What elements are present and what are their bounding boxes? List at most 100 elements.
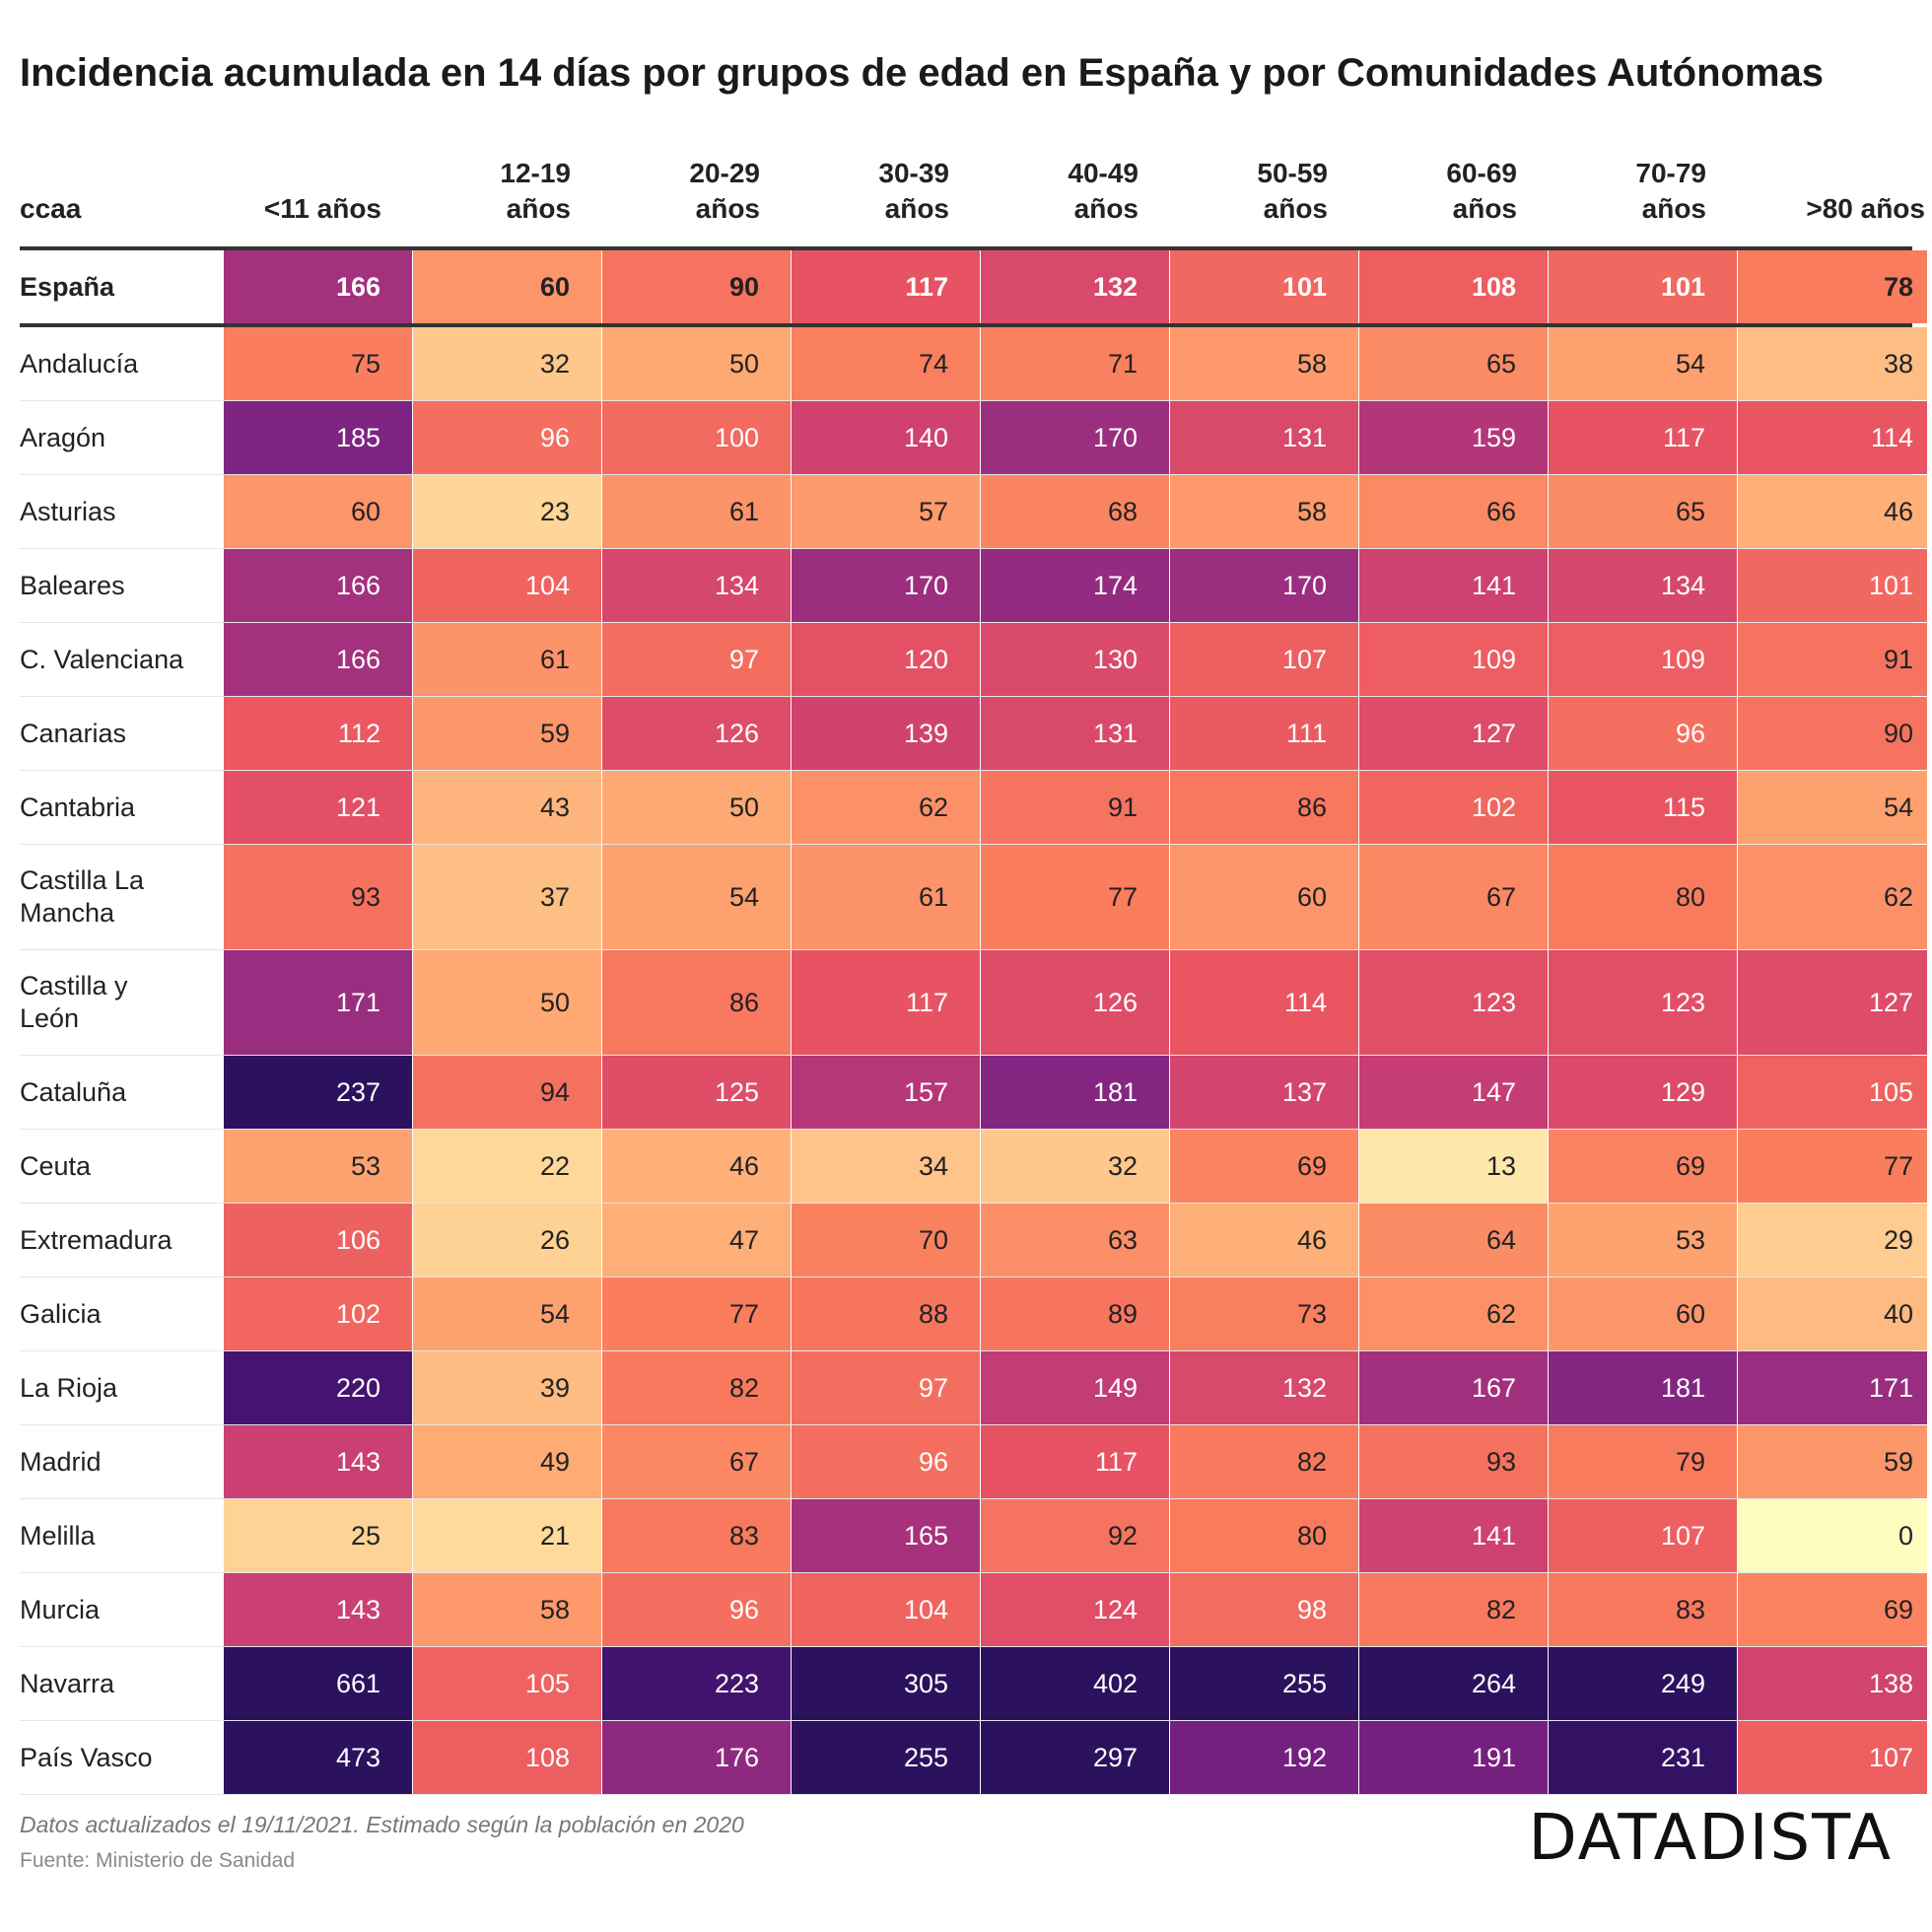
- heatmap-cell: 111: [1170, 697, 1358, 770]
- heatmap-cell: 46: [1738, 475, 1927, 548]
- heatmap-cell: 192: [1170, 1721, 1358, 1794]
- heatmap-cell: 185: [224, 401, 412, 474]
- heatmap-cell: 139: [792, 697, 980, 770]
- row-label: Aragón: [20, 422, 106, 452]
- heatmap-cell: 61: [792, 845, 980, 949]
- heatmap-cell: 101: [1549, 250, 1737, 323]
- heatmap-cell: 69: [1549, 1130, 1737, 1203]
- heatmap-cell: 107: [1549, 1499, 1737, 1572]
- heatmap-cell: 96: [602, 1573, 791, 1646]
- table-row: C. Valenciana 166 61 97 120 130 107 109 109 91: [20, 623, 1927, 697]
- row-label: Andalucía: [20, 348, 139, 379]
- heatmap-cell: 23: [413, 475, 601, 548]
- heatmap-cell: 191: [1359, 1721, 1548, 1794]
- row-label: C. Valenciana: [20, 644, 184, 674]
- heatmap-cell: 137: [1170, 1056, 1358, 1129]
- heatmap-cell: 117: [1549, 401, 1737, 474]
- heatmap-cell: 58: [1170, 475, 1358, 548]
- heatmap-cell: 176: [602, 1721, 791, 1794]
- table-row: Baleares 166 104 134 170 174 170 141 134 101: [20, 549, 1927, 623]
- heatmap-cell: 129: [1549, 1056, 1737, 1129]
- heatmap-cell: 402: [981, 1647, 1169, 1720]
- heatmap-cell: 114: [1738, 401, 1927, 474]
- heatmap-cell: 138: [1738, 1647, 1927, 1720]
- heatmap-cell: 61: [602, 475, 791, 548]
- column-header: 12-19 años: [500, 158, 571, 224]
- heatmap-cell: 60: [1549, 1277, 1737, 1350]
- heatmap-cell: 82: [602, 1351, 791, 1424]
- row-label: La Rioja: [20, 1372, 118, 1403]
- heatmap-cell: 54: [1738, 771, 1927, 844]
- table-row: Canarias 112 59 126 139 131 111 127 96 90: [20, 697, 1927, 771]
- heatmap-cell: 93: [224, 845, 412, 949]
- heatmap-cell: 123: [1549, 950, 1737, 1055]
- heatmap-cell: 237: [224, 1056, 412, 1129]
- row-label: País Vasco: [20, 1742, 153, 1772]
- heatmap-table: ccaa <11 años 12-19 años 20-29 años 30-39 años…: [20, 148, 1927, 1795]
- heatmap-cell: 92: [981, 1499, 1169, 1572]
- heatmap-cell: 46: [602, 1130, 791, 1203]
- heatmap-cell: 58: [413, 1573, 601, 1646]
- heatmap-cell: 132: [1170, 1351, 1358, 1424]
- heatmap-cell: 166: [224, 623, 412, 696]
- heatmap-cell: 94: [413, 1056, 601, 1129]
- heatmap-cell: 38: [1738, 327, 1927, 400]
- table-row: Castilla y León 171 50 86 117 126 114 123 123 127: [20, 950, 1927, 1056]
- heatmap-cell: 97: [792, 1351, 980, 1424]
- heatmap-cell: 34: [792, 1130, 980, 1203]
- heatmap-cell: 98: [1170, 1573, 1358, 1646]
- heatmap-cell: 67: [1359, 845, 1548, 949]
- heatmap-cell: 132: [981, 250, 1169, 323]
- heatmap-cell: 0: [1738, 1499, 1927, 1572]
- heatmap-cell: 104: [792, 1573, 980, 1646]
- heatmap-cell: 305: [792, 1647, 980, 1720]
- row-label: Canarias: [20, 718, 127, 748]
- chart-title: Incidencia acumulada en 14 días por grup…: [20, 51, 1825, 95]
- row-label: Castilla y León: [20, 971, 128, 1033]
- heatmap-cell: 90: [1738, 697, 1927, 770]
- heatmap-cell: 220: [224, 1351, 412, 1424]
- heatmap-cell: 13: [1359, 1130, 1548, 1203]
- heatmap-cell: 32: [413, 327, 601, 400]
- heatmap-cell: 59: [1738, 1425, 1927, 1498]
- row-label: Melilla: [20, 1520, 96, 1551]
- heatmap-cell: 170: [792, 549, 980, 622]
- column-header: >80 años: [1806, 193, 1925, 224]
- heatmap-cell: 181: [981, 1056, 1169, 1129]
- heatmap-cell: 170: [1170, 549, 1358, 622]
- heatmap-cell: 69: [1738, 1573, 1927, 1646]
- heatmap-cell: 74: [792, 327, 980, 400]
- heatmap-cell: 75: [224, 327, 412, 400]
- heatmap-cell: 22: [413, 1130, 601, 1203]
- table-row: Asturias 60 23 61 57 68 58 66 65 46: [20, 475, 1927, 549]
- heatmap-cell: 105: [1738, 1056, 1927, 1129]
- heatmap-cell: 73: [1170, 1277, 1358, 1350]
- heatmap-cell: 80: [1549, 845, 1737, 949]
- heatmap-cell: 661: [224, 1647, 412, 1720]
- heatmap-cell: 61: [413, 623, 601, 696]
- heatmap-cell: 131: [1170, 401, 1358, 474]
- heatmap-cell: 65: [1549, 475, 1737, 548]
- heatmap-cell: 147: [1359, 1056, 1548, 1129]
- heatmap-cell: 78: [1738, 250, 1927, 323]
- heatmap-cell: 29: [1738, 1204, 1927, 1276]
- row-label: Baleares: [20, 570, 125, 600]
- heatmap-cell: 77: [981, 845, 1169, 949]
- heatmap-cell: 47: [602, 1204, 791, 1276]
- row-label: España: [20, 271, 115, 302]
- heatmap-cell: 69: [1170, 1130, 1358, 1203]
- heatmap-cell: 71: [981, 327, 1169, 400]
- heatmap-cell: 159: [1359, 401, 1548, 474]
- heatmap-cell: 53: [1549, 1204, 1737, 1276]
- heatmap-cell: 171: [1738, 1351, 1927, 1424]
- table-row: Melilla 25 21 83 165 92 80 141 107 0: [20, 1499, 1927, 1573]
- table-body: España 166 60 90 117 132 101 108 101 78 Andalucía 7…: [20, 250, 1927, 1795]
- heatmap-cell: 88: [792, 1277, 980, 1350]
- heatmap-cell: 21: [413, 1499, 601, 1572]
- heatmap-cell: 77: [1738, 1130, 1927, 1203]
- heatmap-cell: 32: [981, 1130, 1169, 1203]
- row-label: Navarra: [20, 1668, 115, 1698]
- heatmap-cell: 127: [1738, 950, 1927, 1055]
- heatmap-cell: 264: [1359, 1647, 1548, 1720]
- heatmap-cell: 255: [792, 1721, 980, 1794]
